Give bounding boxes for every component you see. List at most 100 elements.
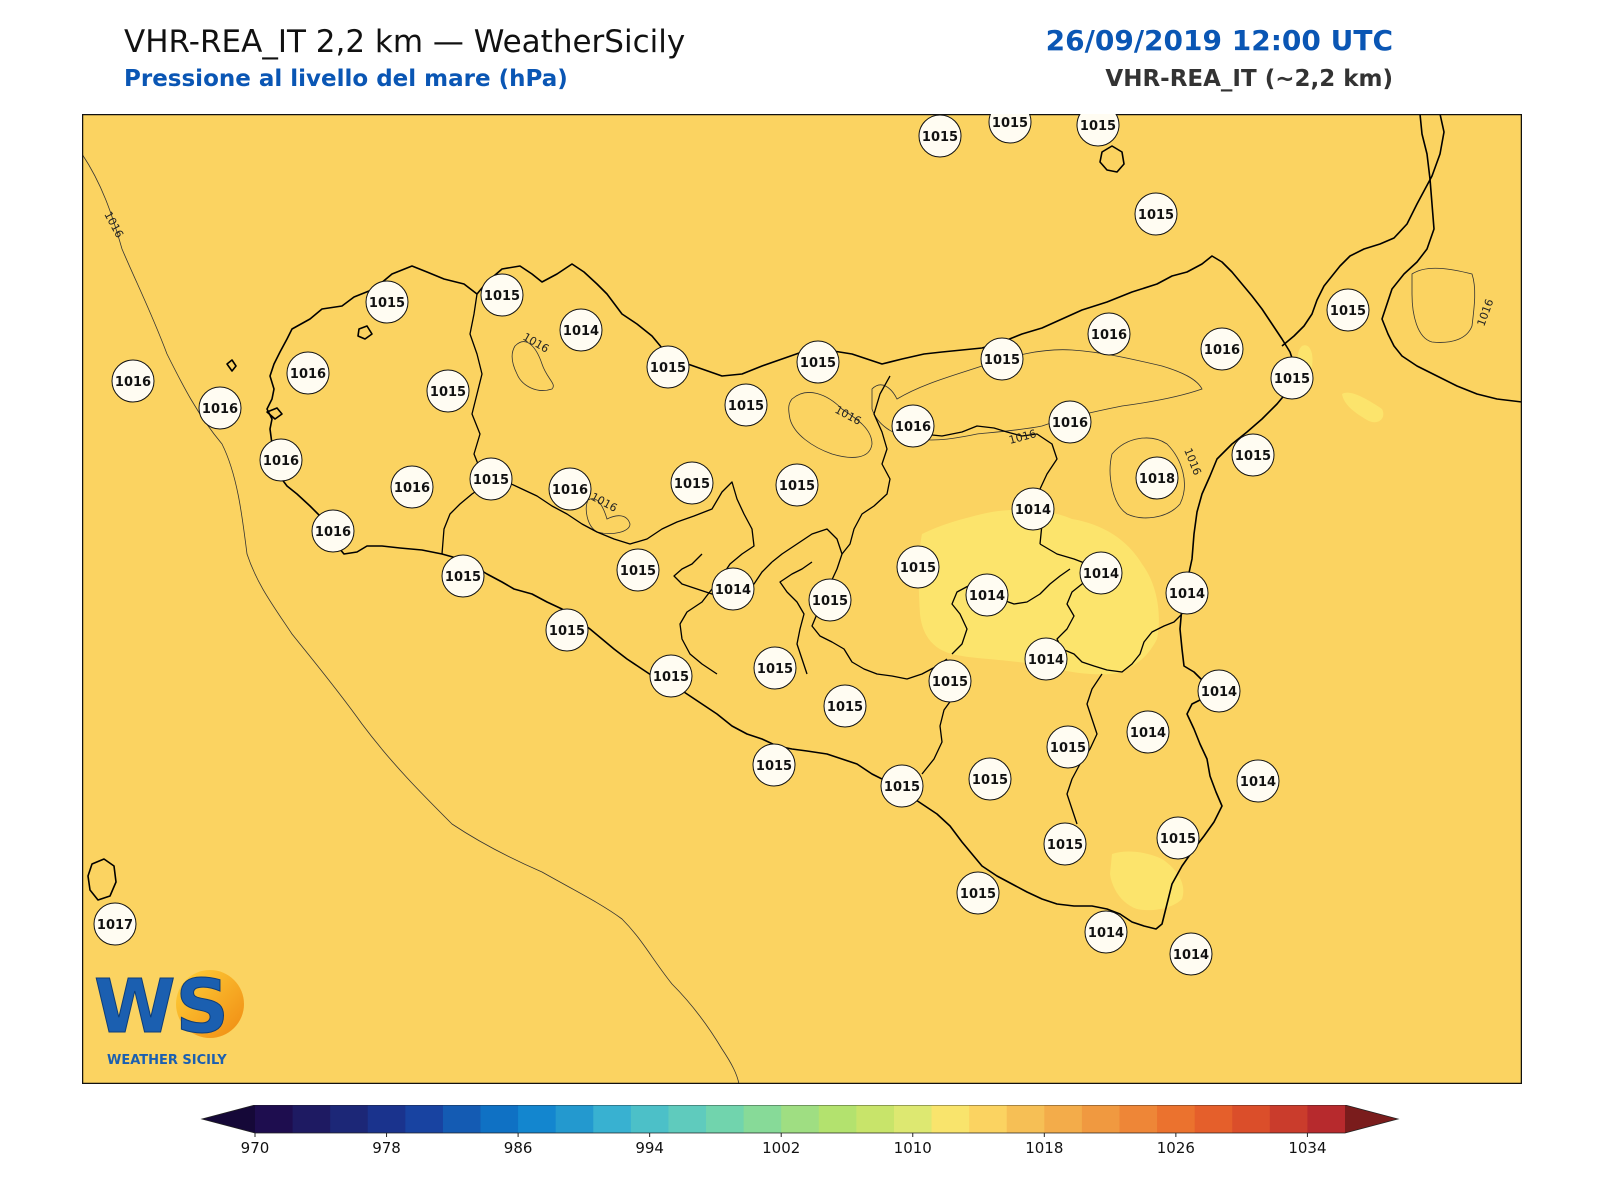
province-border-2 <box>491 473 755 675</box>
station-circle <box>823 684 867 728</box>
weathersicily-logo: WS WEATHER SICILY <box>94 964 244 1068</box>
station-circle <box>724 383 768 427</box>
station-value: 1015 <box>1080 119 1116 134</box>
station-value: 1014 <box>1240 775 1276 790</box>
station-marker: 1014 <box>1024 637 1068 681</box>
station-value: 1015 <box>800 356 836 371</box>
colorbar-swatch <box>818 1105 857 1133</box>
station-value: 1015 <box>549 624 585 639</box>
station-marker: 1014 <box>1084 910 1128 954</box>
station-circle <box>796 340 840 384</box>
station-marker: 1015 <box>775 463 819 507</box>
station-value: 1015 <box>1138 208 1174 223</box>
station-marker: 1014 <box>1079 551 1123 595</box>
station-marker: 1016 <box>1087 312 1131 356</box>
isobar-band-low-east <box>918 509 1159 675</box>
station-marker: 1015 <box>1156 816 1200 860</box>
colorbar-swatch <box>931 1105 970 1133</box>
colorbar-swatch <box>330 1105 369 1133</box>
colorbar-tick-label: 1026 <box>1157 1139 1195 1157</box>
station-circle <box>93 902 137 946</box>
station-value: 1014 <box>1169 587 1205 602</box>
station-marker: 1016 <box>311 509 355 553</box>
station-value: 1016 <box>552 483 588 498</box>
station-marker: 1015 <box>724 383 768 427</box>
station-marker: 1016 <box>198 386 242 430</box>
map-background <box>82 114 1522 1084</box>
station-value: 1016 <box>115 375 151 390</box>
station-value: 1014 <box>715 583 751 598</box>
station-value: 1016 <box>263 454 299 469</box>
station-marker: 1015 <box>670 461 714 505</box>
colorbar-swatch <box>1232 1105 1271 1133</box>
station-circle <box>1197 669 1241 713</box>
station-marker: 1015 <box>649 654 693 698</box>
station-circle <box>896 545 940 589</box>
station-circle <box>980 337 1024 381</box>
colorbar-swatch <box>555 1105 594 1133</box>
colorbar-tick-label: 1018 <box>1025 1139 1063 1157</box>
station-value: 1015 <box>984 353 1020 368</box>
station-circle <box>311 509 355 553</box>
station-circle <box>1076 114 1120 147</box>
isobar-band-low-south <box>1110 851 1184 911</box>
station-value: 1016 <box>895 420 931 435</box>
station-circle <box>956 871 1000 915</box>
station-circle <box>891 404 935 448</box>
station-marker: 1017 <box>93 902 137 946</box>
station-value: 1014 <box>1028 653 1064 668</box>
station-marker: 1014 <box>1169 932 1213 976</box>
station-value: 1015 <box>650 361 686 376</box>
station-circle <box>365 280 409 324</box>
station-value: 1015 <box>812 594 848 609</box>
colorbar-swatch <box>255 1105 294 1133</box>
station-value: 1015 <box>884 780 920 795</box>
station-marker: 1014 <box>1236 759 1280 803</box>
colorbar-tick-label: 994 <box>635 1139 664 1157</box>
station-layer: 1015 1015 1015 1015 1015 1015 1014 1015 1015 1015… <box>93 114 1370 976</box>
colorbar-swatch <box>630 1105 669 1133</box>
station-marker: 1016 <box>286 351 330 395</box>
colorbar-swatch <box>1157 1105 1196 1133</box>
station-value: 1015 <box>960 887 996 902</box>
station-value: 1015 <box>972 773 1008 788</box>
station-value: 1014 <box>1083 567 1119 582</box>
station-marker: 1015 <box>1134 192 1178 236</box>
colorbar-swatch <box>1269 1105 1308 1133</box>
island-pantelleria <box>87 858 117 901</box>
station-circle <box>480 273 524 317</box>
station-value: 1014 <box>1130 726 1166 741</box>
station-marker: 1016 <box>111 359 155 403</box>
station-marker: 1015 <box>753 646 797 690</box>
station-value: 1015 <box>779 479 815 494</box>
station-circle <box>670 461 714 505</box>
logo-letters: WS <box>94 964 229 1050</box>
station-value: 1015 <box>1047 838 1083 853</box>
station-value: 1015 <box>653 670 689 685</box>
station-value: 1014 <box>1015 503 1051 518</box>
station-value: 1014 <box>563 324 599 339</box>
station-marker: 1015 <box>823 684 867 728</box>
colorbar-swatch <box>480 1105 519 1133</box>
station-marker: 1014 <box>965 573 1009 617</box>
colorbar: 970 978 986 994 1002 1010 1018 1026 1034 <box>200 1105 1400 1157</box>
station-circle <box>646 345 690 389</box>
station-value: 1014 <box>1201 685 1237 700</box>
colorbar-swatch <box>743 1105 782 1133</box>
colorbar-swatch <box>1307 1105 1346 1133</box>
station-marker: 1015 <box>980 337 1024 381</box>
station-circle <box>390 465 434 509</box>
model-label: VHR-REA_IT (~2,2 km) <box>1105 66 1393 92</box>
province-border-5 <box>841 375 891 555</box>
station-circle <box>616 548 660 592</box>
colorbar-tick-label: 1034 <box>1288 1139 1326 1157</box>
station-value: 1015 <box>1274 372 1310 387</box>
station-marker: 1015 <box>1231 433 1275 477</box>
island-salina <box>1099 145 1125 173</box>
station-value: 1016 <box>202 402 238 417</box>
map-subtitle: Pressione al livello del mare (hPa) <box>124 66 568 92</box>
station-marker: 1015 <box>469 457 513 501</box>
station-value: 1015 <box>827 700 863 715</box>
colorbar-swatch <box>292 1105 331 1133</box>
station-value: 1018 <box>1139 472 1175 487</box>
